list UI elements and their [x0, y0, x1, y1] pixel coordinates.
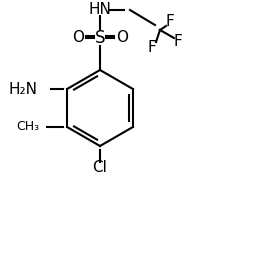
Text: HN: HN: [88, 3, 111, 18]
Text: CH₃: CH₃: [16, 120, 39, 133]
Text: F: F: [174, 35, 182, 50]
Text: F: F: [148, 41, 156, 55]
Text: S: S: [95, 29, 105, 47]
Text: H₂N: H₂N: [8, 82, 37, 96]
Text: Cl: Cl: [93, 160, 107, 175]
Text: F: F: [166, 14, 175, 29]
Text: O: O: [72, 30, 84, 45]
Text: O: O: [116, 30, 128, 45]
